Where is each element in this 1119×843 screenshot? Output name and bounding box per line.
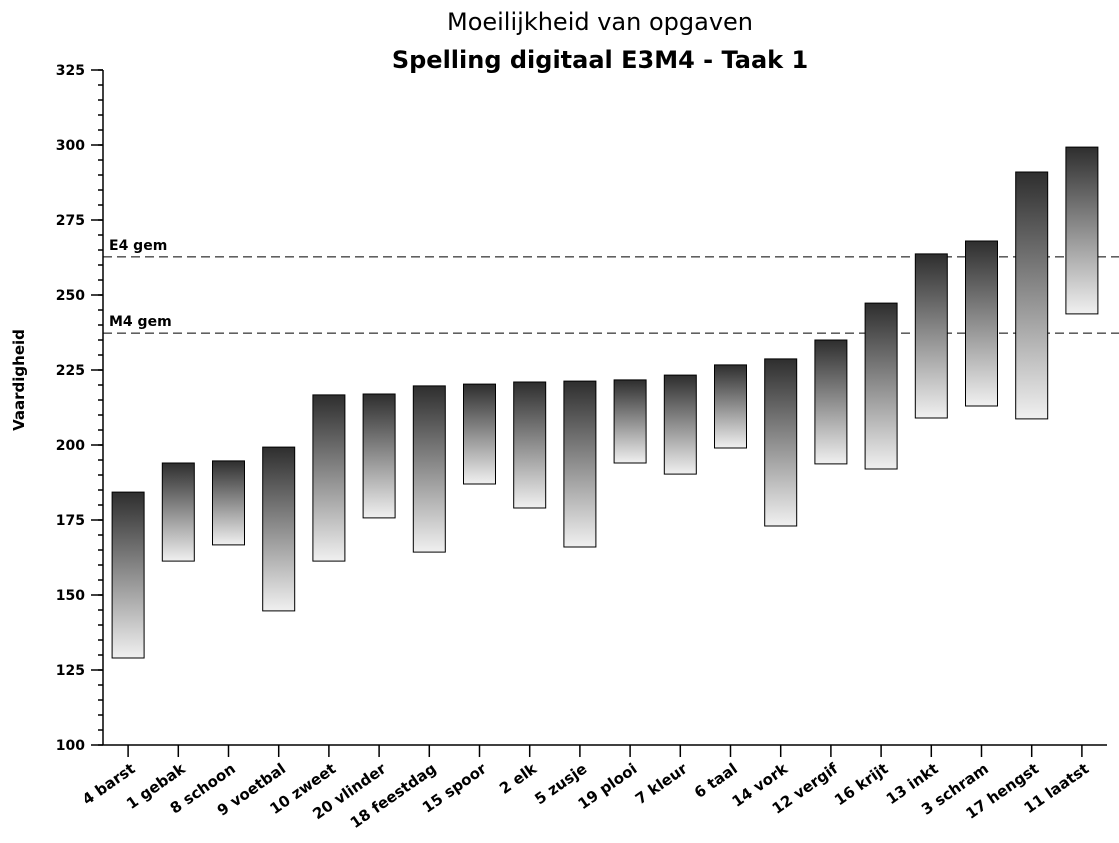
y-tick-label: 325 <box>56 63 85 79</box>
y-tick-label: 275 <box>56 213 85 229</box>
reference-label: M4 gem <box>109 314 172 330</box>
bar <box>563 380 597 548</box>
bar <box>1065 146 1099 315</box>
y-tick-label: 300 <box>56 138 85 154</box>
bar <box>513 381 547 509</box>
bar <box>212 460 245 546</box>
bar <box>1015 171 1049 420</box>
x-tick-label: 16 krijt <box>831 760 891 810</box>
y-tick-label: 125 <box>56 663 85 679</box>
reference-label: E4 gem <box>109 238 167 254</box>
bar <box>111 491 145 659</box>
bar <box>312 394 346 562</box>
bar <box>412 385 446 553</box>
y-tick-label: 150 <box>56 588 85 604</box>
bar <box>613 379 647 464</box>
bar <box>262 446 296 612</box>
bar <box>362 393 396 519</box>
bar <box>161 462 195 562</box>
bar <box>965 240 998 407</box>
bar <box>714 364 747 449</box>
chart-subtitle: Spelling digitaal E3M4 - Taak 1 <box>392 46 808 74</box>
bar <box>663 374 697 475</box>
y-tick-label: 100 <box>56 738 85 754</box>
y-tick-label: 225 <box>56 363 85 379</box>
bar <box>463 383 496 485</box>
x-tick-label: 18 feestdag <box>347 760 440 832</box>
y-tick-label: 250 <box>56 288 85 304</box>
bar <box>814 339 848 465</box>
bar <box>764 358 798 527</box>
chart-title: Moeilijkheid van opgaven <box>447 8 753 36</box>
bar <box>914 253 948 419</box>
x-tick-label: 7 kleur <box>632 759 691 808</box>
y-tick-label: 200 <box>56 438 85 454</box>
bar <box>864 302 898 470</box>
y-tick-label: 175 <box>56 513 85 529</box>
y-axis-label: Vaardigheid <box>10 329 28 431</box>
